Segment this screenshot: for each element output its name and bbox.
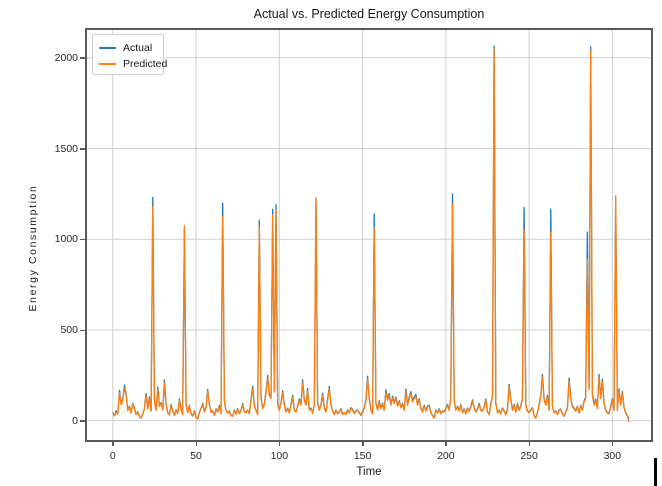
x-tick-mark [611, 442, 614, 446]
legend-label-predicted: Predicted [123, 57, 168, 70]
x-tick-label: 150 [353, 450, 372, 462]
legend-label-actual: Actual [123, 41, 153, 54]
x-tick-label: 200 [437, 450, 455, 462]
chart-title: Actual vs. Predicted Energy Consumption [253, 7, 485, 21]
x-tick-mark [278, 442, 281, 446]
x-tick-label: 100 [270, 450, 289, 462]
y-tick-label: 1500 [54, 142, 78, 155]
predicted-line-swatch [99, 62, 116, 66]
legend: Actual Predicted [92, 34, 167, 75]
chart-lines-svg [87, 30, 651, 440]
y-tick-label: 1000 [54, 233, 78, 246]
x-tick-mark [445, 442, 447, 446]
y-tick-label: 500 [60, 324, 78, 336]
y-axis-label: Energy Consumption [27, 184, 39, 312]
x-tick-mark [112, 442, 114, 446]
legend-entry-actual: Actual [99, 40, 156, 56]
y-tick-mark [80, 329, 85, 331]
y-tick-mark [80, 148, 85, 150]
text-cursor [654, 458, 657, 486]
x-tick-mark [195, 442, 198, 446]
x-tick-label: 300 [603, 450, 622, 462]
y-tick-mark [80, 57, 85, 59]
x-tick-mark [362, 442, 364, 446]
plot-area [85, 28, 653, 442]
legend-entry-predicted: Predicted [99, 56, 167, 72]
x-tick-label: 250 [520, 450, 538, 462]
x-axis-label: Time [356, 466, 382, 478]
y-tick-mark [80, 238, 85, 241]
x-tick-label: 0 [109, 450, 116, 462]
actual-line-swatch [99, 46, 116, 50]
y-tick-label: 2000 [54, 51, 78, 64]
y-tick-label: 0 [72, 414, 78, 427]
series-line-predicted [112, 48, 630, 423]
y-tick-mark [80, 420, 85, 422]
x-tick-mark [528, 442, 531, 446]
x-tick-label: 50 [190, 450, 202, 462]
